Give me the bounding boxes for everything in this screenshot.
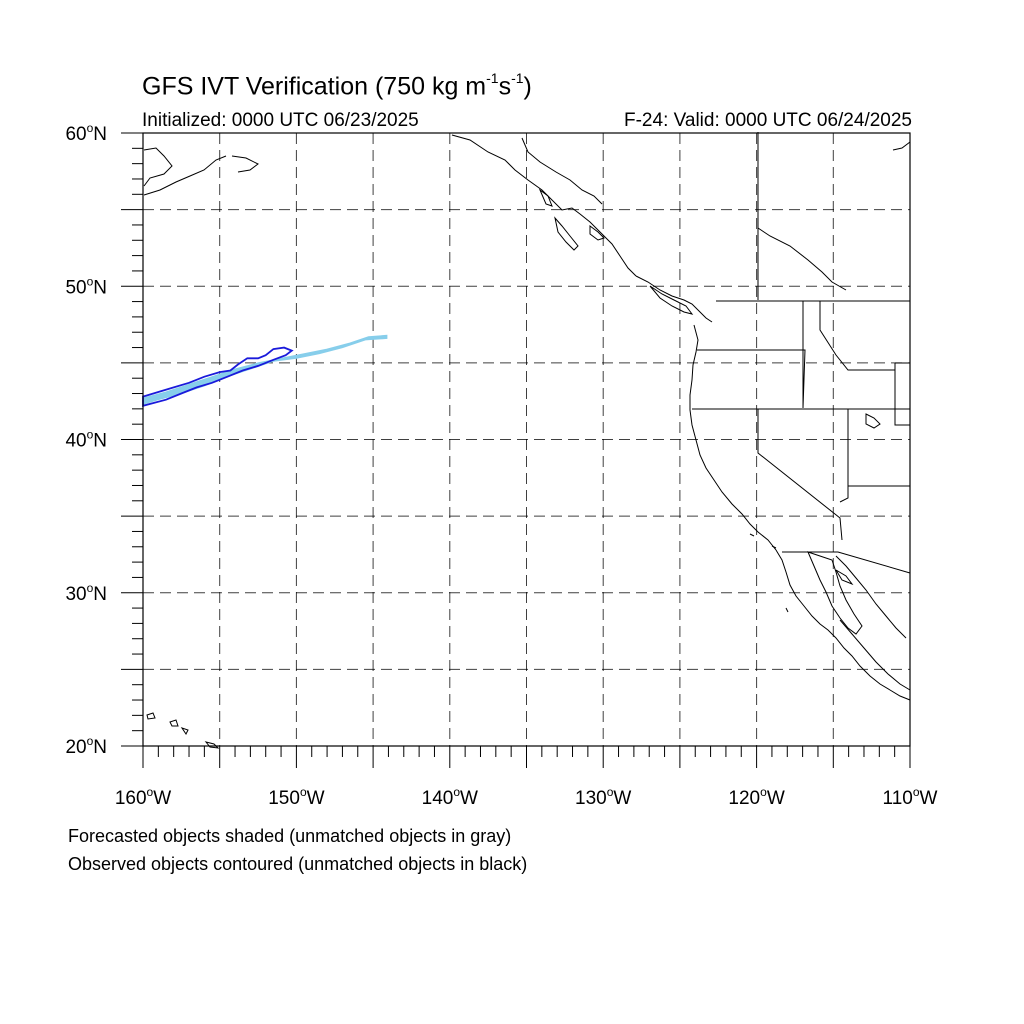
oregon-washington-border — [697, 349, 806, 409]
title-mid: s — [498, 72, 512, 101]
lon-tick-label: 110oW — [883, 785, 938, 809]
alaska-interior-border — [521, 137, 603, 205]
hawaii-islands — [146, 712, 220, 749]
title-exp1: -1 — [486, 70, 499, 86]
northeast-edge-coast — [892, 141, 911, 151]
observed-object-contour — [142, 346, 294, 407]
lat-tick-label: 40oN — [65, 428, 107, 452]
lon-tick-label: 140oW — [422, 785, 478, 809]
lat-tick-label: 60oN — [65, 121, 107, 145]
lake-shapes — [835, 413, 881, 586]
ivt-objects — [142, 334, 388, 407]
vancouver-island — [649, 285, 694, 315]
canary-small-islands — [749, 533, 789, 613]
axis-ticks — [121, 132, 911, 768]
wyoming-border — [894, 362, 910, 426]
gulf-of-california-coast — [835, 555, 907, 639]
baja-peninsula — [807, 551, 863, 635]
graticule — [143, 133, 910, 746]
lon-tick-label: 150oW — [268, 785, 324, 809]
idaho-border — [819, 301, 895, 371]
canada-coast-north — [757, 227, 847, 291]
caption-forecast: Forecasted objects shaded (unmatched obj… — [68, 826, 512, 846]
alaska-islands — [538, 188, 605, 251]
nevada-utah-border — [839, 409, 849, 503]
lon-tick-label: 130oW — [575, 785, 631, 809]
us-mexico-border — [782, 551, 911, 574]
lat-tick-label: 30oN — [65, 581, 107, 605]
lat-tick-label: 50oN — [65, 274, 107, 298]
title-close: ) — [523, 72, 532, 101]
canada-coastline — [635, 275, 713, 323]
caption-observed: Observed objects contoured (unmatched ob… — [68, 854, 528, 874]
us-west-coastline — [689, 324, 911, 701]
axis-labels: 160oW 150oW 140oW 130oW 120oW 110oW 60oN 50oN 40… — [65, 121, 937, 809]
nevada-california-border — [757, 409, 843, 541]
valid-time-label: F-24: Valid: 0000 UTC 06/24/2025 — [624, 110, 912, 131]
russia-coastline — [143, 147, 259, 196]
lon-tick-label: 120oW — [728, 785, 784, 809]
title-exp2: -1 — [511, 70, 524, 86]
lat-tick-label: 20oN — [65, 734, 107, 758]
title-main: GFS IVT Verification (750 kg m — [142, 72, 487, 101]
init-time-label: Initialized: 0000 UTC 06/23/2025 — [142, 110, 419, 131]
coastlines-and-borders — [143, 132, 911, 749]
map-title: GFS IVT Verification (750 kg m-1s-1) — [142, 70, 532, 101]
mexico-inland-coast — [839, 619, 911, 691]
alaska-coastline — [451, 134, 637, 277]
lon-tick-label: 160oW — [115, 785, 171, 809]
